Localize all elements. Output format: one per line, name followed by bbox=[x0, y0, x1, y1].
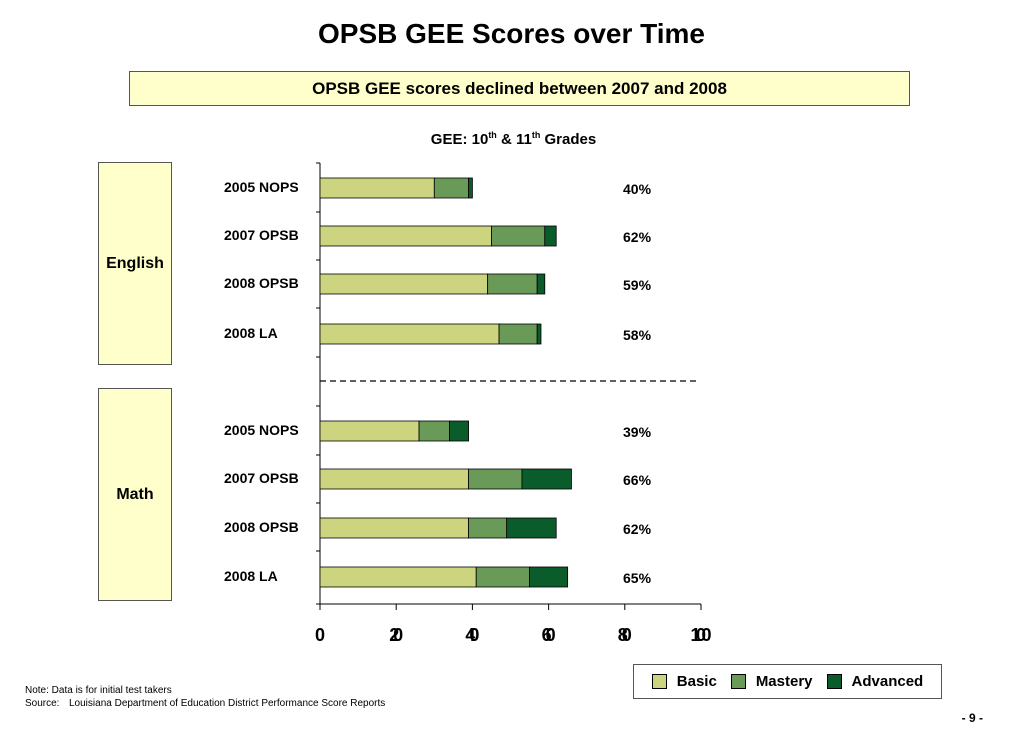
legend-swatch-basic bbox=[651, 674, 667, 689]
bar-segment-mastery bbox=[487, 273, 538, 295]
total-label: 59% bbox=[623, 277, 652, 293]
subtitle-text: OPSB GEE scores declined between 2007 an… bbox=[312, 78, 727, 98]
legend-swatch-advanced bbox=[826, 674, 842, 689]
group-box-english: English bbox=[98, 162, 172, 365]
bar-segment-advanced bbox=[506, 517, 557, 539]
legend-item-basic: Basic bbox=[651, 673, 717, 690]
bar-segment-basic bbox=[319, 468, 469, 490]
bar-segment-basic bbox=[319, 323, 500, 345]
source-text: Louisiana Department of Education Distri… bbox=[69, 698, 386, 709]
chart-title: GEE: 10th & 11th Grades bbox=[430, 130, 597, 148]
x-tick-label: 0 bbox=[315, 625, 325, 645]
source-line: Source: Louisiana Department of Education… bbox=[25, 697, 385, 710]
bar-segment-mastery bbox=[468, 468, 523, 490]
category-label: 2008 OPSB bbox=[224, 519, 299, 535]
bar-segment-mastery bbox=[418, 420, 450, 442]
bar-segment-mastery bbox=[491, 225, 546, 247]
bar-segment-mastery bbox=[475, 566, 530, 588]
bar-segment-basic bbox=[319, 566, 477, 588]
source-label: Source: bbox=[25, 698, 60, 709]
page-title: OPSB GEE Scores over Time bbox=[318, 18, 705, 49]
group-label-math: Math bbox=[116, 485, 154, 503]
bar-segment-mastery bbox=[468, 517, 508, 539]
category-label: 2008 LA bbox=[224, 568, 278, 584]
total-label: 62% bbox=[623, 521, 652, 537]
x-tick-label: 20 bbox=[389, 625, 403, 645]
total-label: 62% bbox=[623, 229, 652, 245]
bar-segment-advanced bbox=[529, 566, 569, 588]
category-label: 2007 OPSB bbox=[224, 470, 299, 486]
category-label: 2008 OPSB bbox=[224, 275, 299, 291]
footnote: Note: Data is for initial test takers So… bbox=[25, 684, 385, 710]
total-label: 66% bbox=[623, 472, 652, 488]
legend-item-mastery: Mastery bbox=[730, 673, 813, 690]
bar-segment-basic bbox=[319, 420, 420, 442]
legend-label-advanced: Advanced bbox=[851, 673, 924, 690]
legend-label-basic: Basic bbox=[676, 673, 717, 690]
category-label: 2005 NOPS bbox=[224, 179, 299, 195]
bar-segment-advanced bbox=[468, 177, 473, 199]
page-number: - 9 - bbox=[961, 711, 983, 725]
category-label: 2007 OPSB bbox=[224, 227, 299, 243]
total-label: 58% bbox=[623, 327, 652, 343]
bar-segment-advanced bbox=[536, 323, 542, 345]
note-text: Note: Data is for initial test takers bbox=[25, 685, 172, 696]
bar-segment-advanced bbox=[521, 468, 572, 490]
legend-label-mastery: Mastery bbox=[755, 673, 813, 690]
bar-segment-mastery bbox=[433, 177, 469, 199]
category-label: 2008 LA bbox=[224, 325, 278, 341]
legend: Basic Mastery Advanced bbox=[633, 664, 942, 699]
x-tick-label: 60 bbox=[542, 625, 556, 645]
bar-segment-advanced bbox=[449, 420, 469, 442]
category-label: 2005 NOPS bbox=[224, 422, 299, 438]
bar-segment-advanced bbox=[536, 273, 546, 295]
total-label: 65% bbox=[623, 570, 652, 586]
group-label-english: English bbox=[106, 254, 164, 272]
bar-segment-basic bbox=[319, 273, 489, 295]
x-tick-label: 40 bbox=[465, 625, 479, 645]
bar-segment-basic bbox=[319, 177, 435, 199]
legend-item-advanced: Advanced bbox=[826, 673, 924, 690]
bar-segment-mastery bbox=[498, 323, 538, 345]
x-tick-label: 100 bbox=[691, 625, 712, 645]
total-label: 40% bbox=[623, 181, 652, 197]
bar-segment-basic bbox=[319, 517, 469, 539]
bar-segment-basic bbox=[319, 225, 492, 247]
group-box-math: Math bbox=[98, 388, 172, 601]
legend-swatch-mastery bbox=[730, 674, 746, 689]
total-label: 39% bbox=[623, 424, 652, 440]
subtitle-box: OPSB GEE scores declined between 2007 an… bbox=[129, 71, 910, 106]
x-tick-label: 80 bbox=[618, 625, 632, 645]
bar-segment-advanced bbox=[544, 225, 557, 247]
